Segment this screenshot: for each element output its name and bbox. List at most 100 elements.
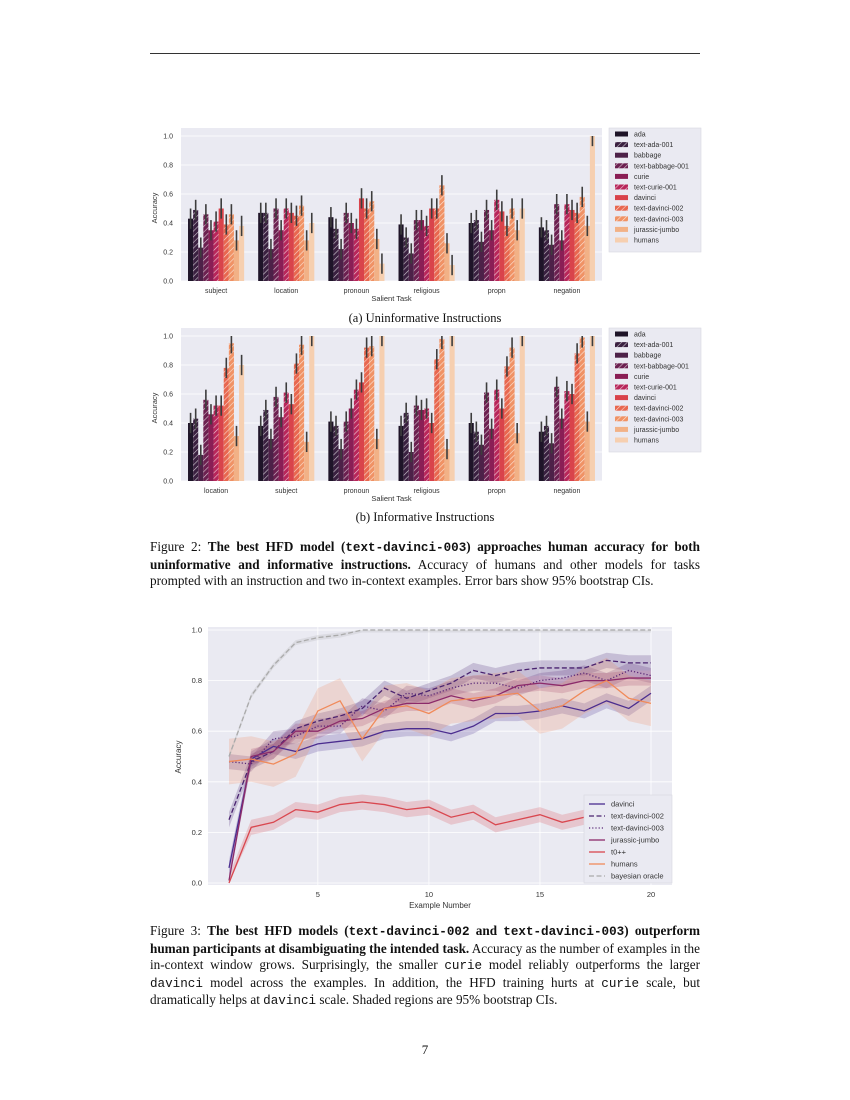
bar-jurassic-jumbo	[444, 243, 450, 281]
bar-text-ada-001	[333, 425, 339, 481]
bar-humans	[449, 336, 455, 481]
legend-swatch	[615, 173, 628, 179]
bar-text-curie-001	[353, 228, 359, 281]
bar-ada	[398, 224, 404, 281]
x-tick-label: propn	[488, 488, 506, 495]
bar-babbage	[549, 244, 555, 281]
bar-babbage	[408, 253, 414, 281]
legend-label: text-davinci-003	[611, 824, 664, 833]
bar-humans	[379, 336, 385, 481]
bar-text-curie-001	[494, 199, 500, 281]
legend-label: jurassic-jumbo	[633, 427, 679, 434]
legend-swatch	[615, 184, 628, 190]
bar-ada	[258, 212, 264, 281]
legend-label: text-davinci-003	[634, 416, 684, 423]
bar-davinci	[429, 423, 435, 481]
y-tick-label: 1.0	[192, 626, 202, 635]
x-tick-label: location	[204, 488, 228, 495]
legend-swatch	[615, 373, 628, 379]
bar-humans	[239, 365, 245, 481]
bar-davinci	[358, 198, 365, 281]
legend-swatch	[615, 195, 628, 201]
bar-curie	[418, 409, 425, 481]
y-tick-label: 0.8	[163, 363, 173, 370]
bar-babbage	[198, 454, 204, 481]
caption-code: curie	[444, 959, 483, 973]
y-tick-label: 0.0	[163, 279, 173, 286]
caption-text: Accuracy of humans and other models for …	[150, 556, 700, 589]
ci-band-davinci	[229, 685, 651, 876]
y-tick-label: 0.8	[163, 163, 173, 170]
bar-curie	[418, 220, 425, 281]
y-tick-label: 0.4	[163, 421, 173, 428]
bar-text-babbage-001	[343, 212, 349, 281]
bar-text-babbage-001	[343, 421, 349, 481]
bar-text-babbage-001	[413, 220, 419, 281]
legend-label: bayesian oracle	[611, 872, 664, 881]
bar-text-curie-001	[283, 208, 289, 281]
caption-code: curie	[601, 976, 640, 991]
bar-text-ada-001	[543, 230, 550, 281]
line-jurassic-jumbo	[228, 677, 651, 881]
bar-text-babbage-001	[273, 396, 279, 481]
bar-jurassic-jumbo	[374, 238, 380, 281]
x-tick-label: 20	[647, 890, 655, 899]
caption-code: davinci	[263, 994, 317, 1008]
legend-label: jurassic-jumbo	[610, 836, 659, 845]
caption-label: Figure 2:	[150, 539, 208, 554]
figure-2a-subcaption: (a) Uninformative Instructions	[348, 311, 502, 325]
bar-jurassic-jumbo	[514, 433, 520, 481]
bar-davinci	[569, 394, 575, 481]
caption-code: davinci	[150, 976, 203, 991]
y-tick-label: 0.2	[163, 450, 173, 457]
bar-text-davinci-002	[364, 208, 370, 281]
caption-code: text-davinci-002	[348, 925, 470, 939]
legend-label: text-davinci-002	[634, 206, 684, 213]
caption-text: scale, but dramatically helps at	[150, 974, 700, 1008]
legend-box	[583, 794, 673, 884]
caption-text: model reliably outperforms the larger	[482, 957, 700, 972]
y-tick-label: 0.6	[163, 392, 173, 399]
line-humans	[228, 679, 652, 765]
y-tick-label: 0.2	[163, 250, 173, 257]
legend-label: text-davinci-003	[634, 216, 684, 223]
bar-ada	[328, 217, 334, 281]
bar-babbage	[198, 247, 204, 281]
legend-swatch	[615, 331, 628, 337]
x-tick-label: 5	[316, 890, 320, 899]
legend-label: davinci	[634, 195, 656, 202]
bar-text-ada-001	[473, 431, 479, 481]
bar-jurassic-jumbo	[374, 438, 380, 481]
x-tick-label: religious	[414, 488, 441, 495]
bar-text-babbage-001	[203, 214, 209, 281]
x-tick-label: negation	[553, 288, 580, 295]
bar-davinci	[288, 404, 294, 481]
line-t0++	[228, 801, 651, 884]
legend-label: text-babbage-001	[634, 163, 689, 170]
ci-band-humans	[229, 657, 651, 787]
bar-davinci	[218, 208, 224, 281]
legend-label: jurassic-jumbo	[633, 227, 679, 234]
legend-swatch	[615, 405, 628, 411]
bar-text-ada-001	[263, 212, 269, 281]
bar-humans	[589, 336, 595, 481]
bar-humans	[519, 208, 525, 281]
legend-swatch	[615, 142, 628, 148]
bar-text-ada-001	[543, 425, 550, 481]
bar-text-ada-001	[333, 228, 339, 281]
x-tick-label: 15	[536, 890, 544, 899]
legend-swatch	[615, 352, 628, 358]
bar-text-davinci-002	[574, 212, 580, 281]
x-tick-label: 10	[425, 890, 433, 899]
line-text-davinci-002	[228, 659, 651, 820]
y-tick-label: 0.2	[192, 828, 202, 837]
legend-label: text-davinci-002	[611, 812, 664, 821]
bar-text-davinci-002	[574, 353, 580, 481]
figure-2b-bar-chart: 0.0 0.2 0.4 0.6 0.8 1.0 location subject pronoun…	[150, 327, 702, 503]
legend-swatch	[615, 384, 628, 390]
legend-label: babbage	[634, 153, 661, 160]
page-number: 7	[421, 1042, 429, 1057]
bar-text-babbage-001	[273, 208, 279, 281]
y-axis-label: Accuracy	[150, 392, 159, 423]
bar-jurassic-jumbo	[444, 449, 450, 481]
